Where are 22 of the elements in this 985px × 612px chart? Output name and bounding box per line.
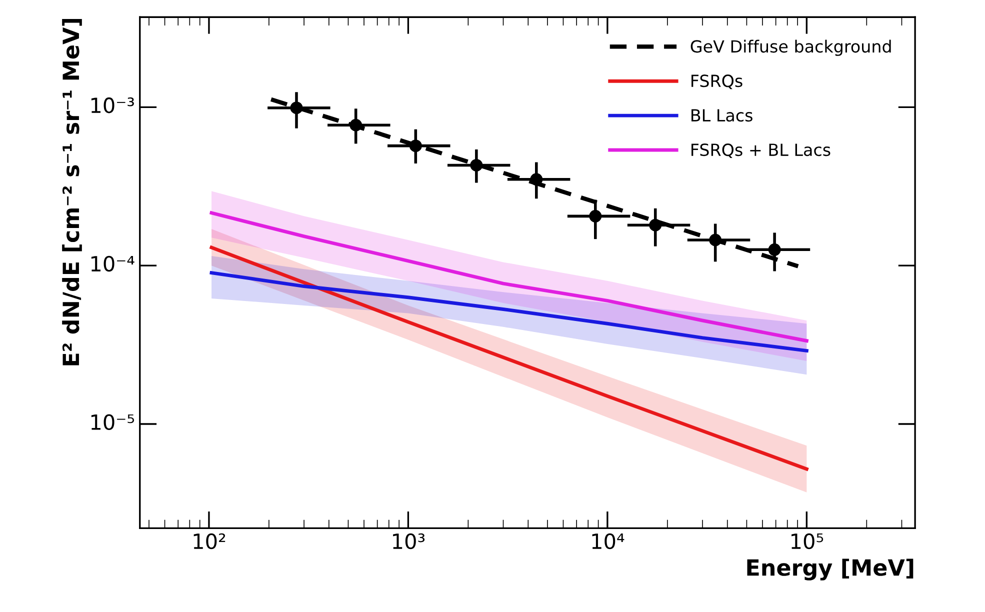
point <box>290 102 303 114</box>
y-tick-label: 10⁻⁵ <box>91 414 134 430</box>
legend-label: FSRQs + BL Lacs <box>692 143 830 158</box>
legend-label: GeV Diffuse background <box>690 40 891 56</box>
point <box>530 173 543 186</box>
x-tick-label: 10⁴ <box>592 533 624 550</box>
point <box>409 140 422 152</box>
point <box>589 210 602 222</box>
legend-label: FSRQs <box>692 74 742 90</box>
point <box>470 158 483 172</box>
y-tick-label: 10⁻⁴ <box>91 256 134 272</box>
point <box>350 118 362 132</box>
y-axis-title: E² dN/dE [cm⁻² s⁻¹ sr⁻¹ MeV] <box>62 19 82 366</box>
legend-label: BL Lacs <box>692 109 752 122</box>
point <box>768 243 781 256</box>
x-tick-label: 10⁵ <box>792 533 824 550</box>
x-tick-label: 10² <box>194 533 226 550</box>
x-axis-title: Energy [MeV] <box>747 558 914 580</box>
y-tick-label: 10⁻³ <box>91 97 134 114</box>
x-tick-label: 10³ <box>393 533 425 550</box>
point <box>709 234 722 246</box>
point <box>649 218 662 232</box>
